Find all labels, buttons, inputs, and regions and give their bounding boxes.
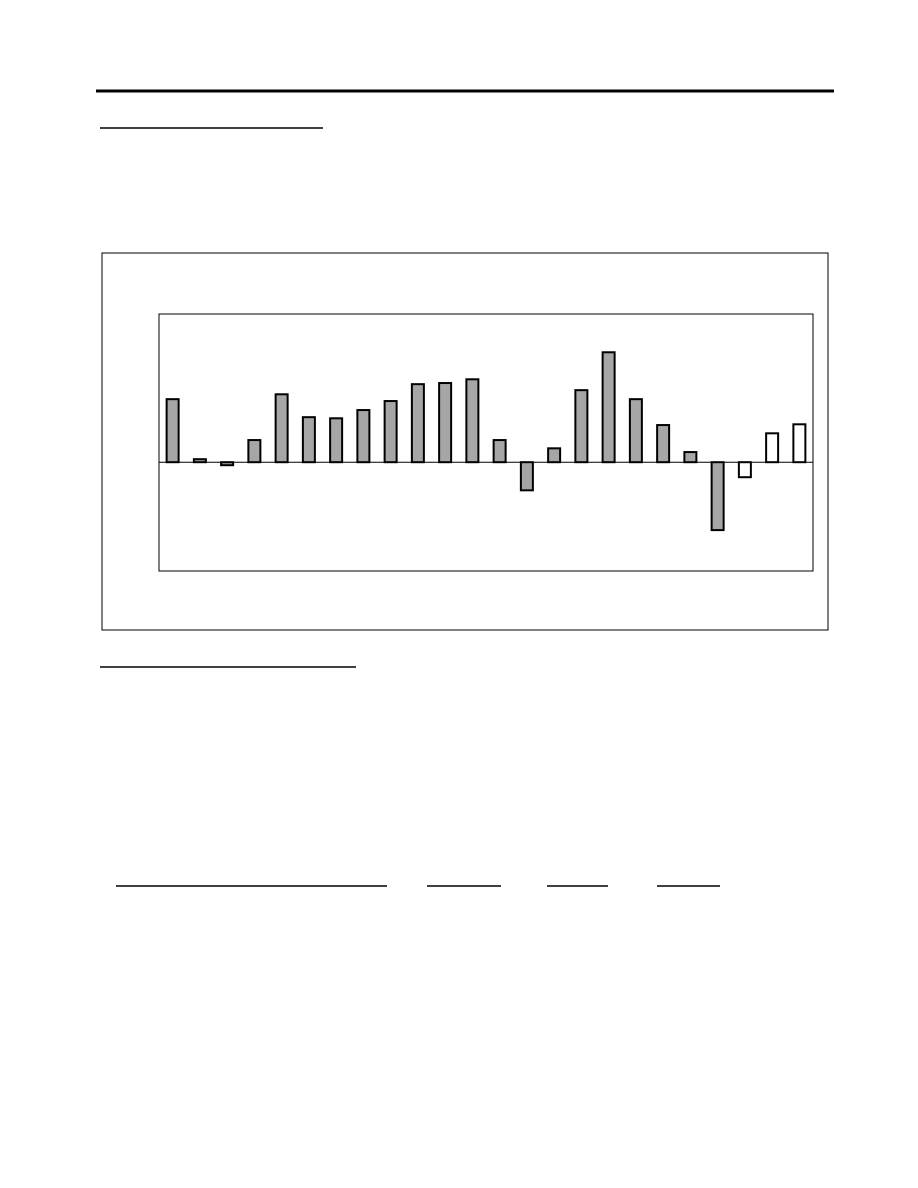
bar bbox=[465, 378, 480, 464]
bar bbox=[737, 461, 752, 479]
bar bbox=[438, 382, 453, 464]
bar bbox=[656, 424, 671, 464]
bar bbox=[574, 389, 589, 464]
bar bbox=[329, 417, 344, 464]
bar bbox=[601, 351, 616, 464]
plot-area bbox=[158, 313, 814, 572]
bar bbox=[792, 423, 807, 464]
bar bbox=[492, 439, 507, 464]
bar bbox=[410, 383, 425, 464]
bar bbox=[247, 439, 262, 464]
bar bbox=[547, 447, 562, 464]
bar bbox=[683, 451, 698, 464]
bar bbox=[765, 432, 780, 464]
bar bbox=[383, 400, 398, 464]
bar bbox=[710, 461, 725, 532]
bar bbox=[519, 461, 534, 492]
bar bbox=[628, 398, 643, 464]
bar bbox=[165, 398, 180, 464]
bar bbox=[356, 409, 371, 464]
bar bbox=[301, 416, 316, 464]
bar bbox=[274, 393, 289, 464]
